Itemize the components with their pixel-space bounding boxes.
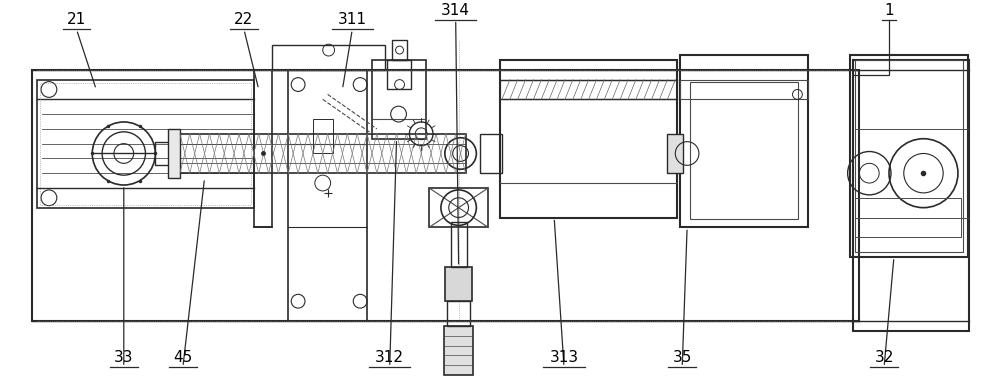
Bar <box>387 60 411 89</box>
Bar <box>288 70 367 321</box>
Bar <box>444 326 473 375</box>
Text: 311: 311 <box>338 13 367 27</box>
Text: 33: 33 <box>114 350 134 365</box>
Bar <box>313 119 333 154</box>
Bar <box>451 222 467 267</box>
Bar <box>37 80 254 207</box>
Bar <box>40 82 251 205</box>
Bar <box>500 60 677 217</box>
Bar <box>690 82 798 220</box>
Bar <box>429 188 488 227</box>
Bar <box>855 60 963 252</box>
Bar <box>272 45 385 70</box>
Bar <box>175 134 466 173</box>
Text: 1: 1 <box>884 3 894 17</box>
Bar <box>32 70 859 321</box>
Text: 22: 22 <box>234 13 254 27</box>
Bar <box>853 60 969 331</box>
Text: 314: 314 <box>441 3 470 17</box>
Bar <box>447 301 470 326</box>
Text: 312: 312 <box>375 350 404 365</box>
Bar <box>680 80 808 99</box>
Bar <box>667 134 683 173</box>
Bar <box>855 198 961 237</box>
Bar <box>480 134 502 173</box>
Bar <box>392 40 407 60</box>
Text: 45: 45 <box>173 350 193 365</box>
Text: 313: 313 <box>549 350 579 365</box>
Bar <box>155 142 177 165</box>
Text: 35: 35 <box>673 350 692 365</box>
Bar <box>445 267 472 301</box>
Bar <box>850 55 968 257</box>
Bar <box>168 129 180 178</box>
Text: 21: 21 <box>67 13 86 27</box>
Bar <box>254 70 272 227</box>
Bar <box>372 60 426 139</box>
Bar <box>500 80 677 99</box>
Bar <box>680 55 808 227</box>
Text: 32: 32 <box>874 350 894 365</box>
